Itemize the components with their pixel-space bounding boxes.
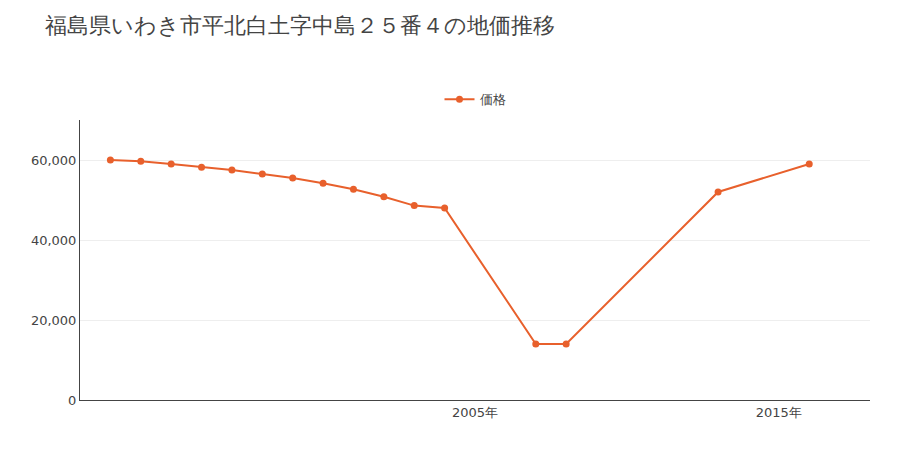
svg-text:福島県いわき市平北白土字中島２５番４の地価推移: 福島県いわき市平北白土字中島２５番４の地価推移 xyxy=(45,13,555,38)
svg-text:2005年: 2005年 xyxy=(452,405,498,420)
svg-text:60,000: 60,000 xyxy=(31,153,77,168)
svg-text:0: 0 xyxy=(68,393,76,408)
svg-text:2015年: 2015年 xyxy=(756,405,802,420)
svg-text:40,000: 40,000 xyxy=(31,233,77,248)
svg-text:価格: 価格 xyxy=(480,92,506,107)
svg-text:20,000: 20,000 xyxy=(31,313,77,328)
